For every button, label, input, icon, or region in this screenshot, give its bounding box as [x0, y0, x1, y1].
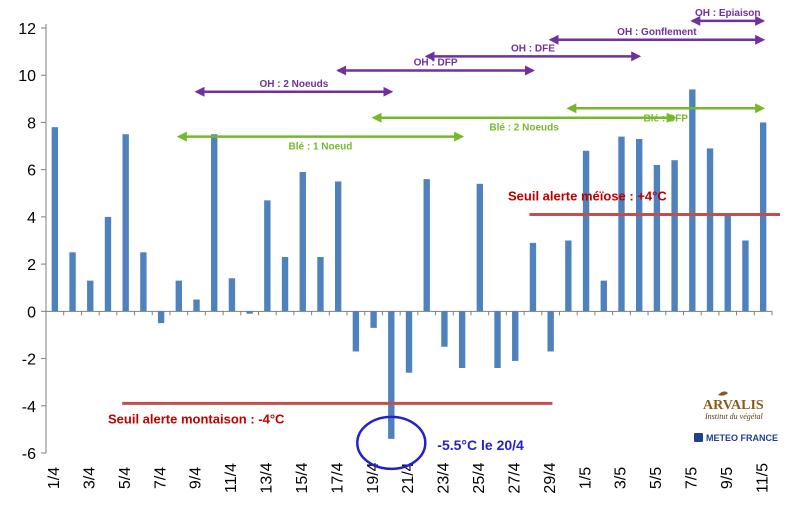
bar-5-4 — [122, 134, 129, 312]
x-tick-label: 23/4 — [436, 462, 453, 493]
bar-26-4 — [494, 311, 501, 368]
x-tick-label: 11/5 — [754, 463, 771, 493]
x-tick-label: 11/4 — [223, 463, 240, 493]
bar-1-4 — [51, 127, 59, 312]
x-axis: 1/4 3/4 5/4 7/4 9/4 11/4 13/4 15/4 17/4 19/4 21/4 2… — [45, 310, 773, 494]
bar-14-4 — [281, 257, 289, 312]
x-tick-label: 7/4 — [152, 467, 169, 489]
x-tick-label: 1/4 — [46, 467, 63, 489]
x-tick-label: 17/4 — [329, 462, 346, 493]
x-tick-label: 29/4 — [542, 462, 559, 493]
bar-7-4 — [157, 311, 165, 324]
y-tick-label: 12 — [18, 21, 36, 38]
x-tick-label: 19/4 — [365, 462, 382, 493]
x-tick-label: 5/5 — [648, 467, 665, 489]
x-tick-label: 5/4 — [117, 467, 134, 489]
bar-4-5 — [636, 138, 643, 312]
threshold-label: Seuil alerte méïose : +4°C — [508, 189, 667, 204]
bar-16-4 — [317, 257, 324, 312]
bar-11-4 — [228, 278, 236, 312]
bar-17-4 — [334, 181, 342, 312]
x-tick-label: 3/5 — [613, 467, 630, 489]
threshold-lines: Seuil alerte méïose : +4°C Seuil alerte m… — [108, 189, 780, 426]
y-tick-label: 10 — [18, 68, 36, 85]
x-tick-label: 7/5 — [684, 467, 701, 489]
bar-22-4 — [423, 179, 430, 312]
stage-label: OH : DFP — [414, 58, 458, 69]
bar-1-5 — [582, 150, 590, 312]
x-tick-label: 15/4 — [294, 462, 311, 493]
arvalis-logo: ARVALIS Institut du végétal — [703, 391, 764, 421]
bar-7-5 — [689, 89, 696, 312]
bar-10-4 — [211, 134, 218, 312]
stage-label: OH : Epiaison — [695, 8, 761, 19]
y-tick-label: -6 — [22, 446, 36, 463]
arvalis-name: ARVALIS — [703, 398, 764, 413]
y-tick-label: -4 — [22, 399, 36, 416]
y-tick-label: 2 — [27, 257, 36, 274]
bar-9-5 — [724, 214, 731, 312]
stage-label: OH : Gonflement — [617, 27, 697, 38]
stage-label: Blé : 2 Noeuds — [489, 123, 559, 134]
y-tick-label: -2 — [22, 352, 36, 369]
bar-13-4 — [264, 200, 271, 312]
callout-label: -5.5°C le 20/4 — [437, 437, 524, 453]
bar-21-4 — [405, 311, 413, 373]
bar-12-4 — [246, 311, 253, 314]
stage-label: OH : 2 Noeuds — [259, 79, 328, 90]
x-tick-label: 3/4 — [81, 467, 98, 489]
bar-28-4 — [529, 242, 537, 312]
y-tick-label: 0 — [27, 304, 36, 321]
stage-label: OH : DFE — [511, 43, 555, 54]
x-tick-label: 13/4 — [259, 462, 276, 493]
bars — [51, 89, 767, 439]
bar-27-4 — [512, 311, 519, 361]
bar-11-5 — [759, 122, 767, 312]
bar-18-4 — [352, 311, 360, 352]
arvalis-tagline: Institut du végétal — [704, 412, 764, 421]
bar-10-5 — [742, 240, 749, 312]
y-tick-label: 6 — [27, 163, 36, 180]
bar-29-4 — [547, 311, 554, 352]
bar-9-4 — [193, 299, 200, 312]
y-tick-label: 4 — [27, 210, 36, 227]
annotations: -5.5°C le 20/4 — [356, 415, 524, 471]
bar-23-4 — [441, 311, 448, 347]
bar-3-4 — [87, 280, 94, 312]
arvalis-leaf-icon — [718, 391, 728, 396]
bar-8-4 — [175, 280, 182, 312]
bar-2-4 — [69, 252, 76, 312]
stage-label: Blé : 1 Noeud — [289, 142, 353, 153]
bar-8-5 — [706, 148, 714, 312]
bar-5-5 — [653, 164, 661, 312]
meteo-france-icon — [694, 433, 703, 442]
callout-circle — [356, 415, 427, 471]
bar-20-4 — [388, 311, 395, 439]
bar-25-4 — [476, 183, 484, 312]
stage-arrows: OH : Epiaison OH : Gonflement OH : DFE OH :… — [176, 8, 766, 153]
x-tick-label: 1/5 — [577, 467, 594, 489]
x-tick-label: 9/5 — [719, 467, 736, 489]
x-tick-label: 21/4 — [400, 462, 417, 493]
y-axis: -6 -4 -2 0 2 4 6 8 10 12 — [18, 21, 47, 463]
meteo-france-logo: METEO FRANCE — [694, 433, 778, 443]
logos: ARVALIS Institut du végétal METEO FRANCE — [694, 391, 778, 443]
bar-6-4 — [140, 252, 147, 312]
bar-3-5 — [618, 136, 625, 312]
x-tick-label: 9/4 — [188, 467, 205, 489]
bar-19-4 — [370, 311, 377, 328]
bar-4-4 — [104, 216, 112, 312]
bar-30-4 — [565, 240, 572, 312]
x-tick-label: 25/4 — [471, 462, 488, 493]
bar-24-4 — [458, 311, 466, 368]
threshold-label: Seuil alerte montaison : -4°C — [108, 411, 285, 426]
meteo-france-name: METEO FRANCE — [706, 433, 778, 443]
bar-15-4 — [299, 172, 306, 312]
bar-2-5 — [600, 280, 607, 312]
bar-6-5 — [671, 160, 678, 312]
x-tick-label: 27/4 — [506, 462, 523, 493]
y-tick-label: 8 — [27, 115, 36, 132]
